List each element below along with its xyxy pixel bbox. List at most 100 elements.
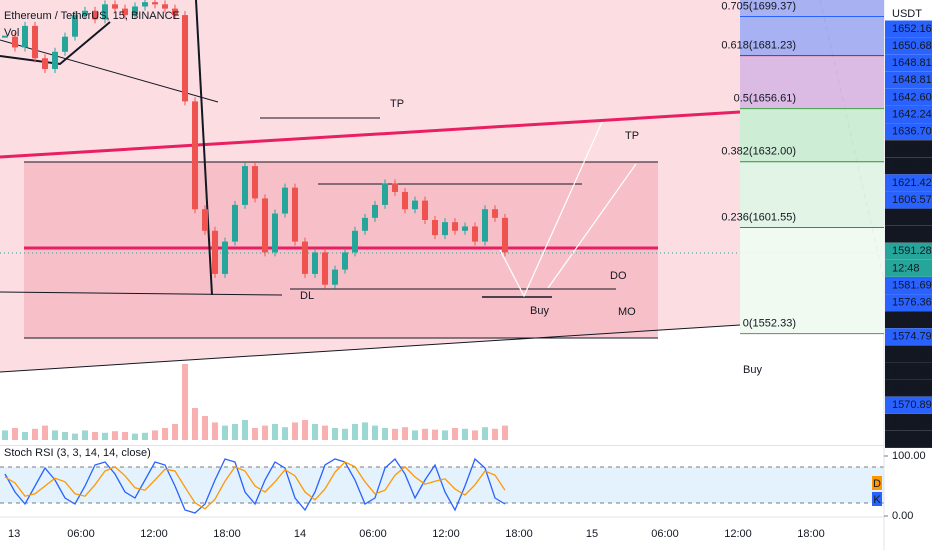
price-label: 1575.01	[892, 314, 932, 326]
time-label: 12:00	[432, 528, 460, 540]
legend-label: K	[873, 494, 881, 506]
price-label: 1652.16	[892, 23, 932, 35]
volume-bar	[312, 424, 318, 440]
candle-body	[402, 191, 408, 210]
candle-body	[162, 4, 168, 9]
candle-body	[182, 15, 188, 102]
volume-bar	[102, 432, 108, 440]
volume-bar	[292, 422, 298, 440]
price-label-bg	[885, 430, 932, 448]
price-label: 1621.42	[892, 177, 932, 189]
volume-bar	[432, 429, 438, 440]
fib-band	[740, 108, 884, 162]
price-label: 1570.83	[892, 433, 932, 445]
time-label: 06:00	[651, 528, 679, 540]
price-label: 1592.07	[892, 211, 932, 223]
price-label: 1606.57	[892, 194, 932, 206]
volume-bar	[142, 432, 148, 440]
fib-zone: 0.705(1699.37) 0.618(1681.23) 0.5(1656.61)…	[721, 0, 884, 335]
volume	[2, 364, 508, 440]
price-label: 1642.60	[892, 91, 932, 103]
annotation: Buy	[743, 364, 762, 376]
price-label-bg	[885, 140, 932, 158]
price-label-bg	[885, 37, 932, 55]
price-label-bg	[885, 345, 932, 363]
price-label-bg	[885, 396, 932, 414]
price-label-bg	[885, 242, 932, 260]
candle-body	[272, 213, 278, 253]
price-label-bg	[885, 54, 932, 72]
candle-body	[342, 252, 348, 270]
candle-body	[122, 8, 128, 16]
fib-band	[740, 0, 884, 56]
price-label-bg	[885, 191, 932, 209]
price-label-bg	[885, 277, 932, 294]
arrow	[195, 0, 213, 296]
volume-bar	[12, 428, 18, 440]
volume-bar	[442, 430, 448, 440]
candle-body	[412, 200, 418, 210]
stoch-line	[4, 457, 506, 514]
volume-bar	[342, 428, 348, 440]
chart-title: Ethereum / TetherUS, 15, BINANCE	[4, 10, 180, 22]
candle-body	[502, 217, 508, 253]
projection	[547, 163, 637, 289]
price-axis: 1652.16 1650.68 1648.81 1648.81 1642.60 1642.…	[885, 20, 932, 448]
price-label: 1623.12	[892, 160, 932, 172]
time-label: 06:00	[359, 528, 387, 540]
annotation: DO	[610, 270, 627, 282]
volume-bar	[42, 425, 48, 440]
volume-bar	[62, 432, 68, 440]
price-label: 1591.77	[892, 228, 932, 240]
legend-badge	[872, 492, 882, 506]
candle-body	[482, 209, 488, 242]
price-label: 1574.79	[892, 331, 932, 343]
candle-body	[102, 4, 108, 20]
fib-label: 0(1552.33)	[743, 318, 796, 330]
volume-bar	[372, 425, 378, 440]
candle-body	[452, 222, 458, 231]
volume-bar	[72, 433, 78, 440]
volume-bar	[212, 422, 218, 440]
volume-bar	[192, 408, 198, 440]
fib-band	[740, 161, 884, 228]
candle-body	[332, 269, 338, 285]
candle-body	[42, 58, 48, 70]
candle-body	[422, 200, 428, 220]
candle-body	[32, 25, 38, 59]
candle-body	[202, 209, 208, 231]
price-label-bg	[885, 123, 932, 141]
time-label: 18:00	[213, 528, 241, 540]
volume-bar	[272, 424, 278, 440]
price-label-bg	[885, 208, 932, 226]
pane-separator	[0, 445, 884, 446]
candle-body	[152, 2, 158, 5]
volume-bar	[422, 428, 428, 440]
volume-bar	[2, 430, 8, 440]
volume-bar	[502, 425, 508, 440]
candle-body	[382, 183, 388, 205]
price-label-bg	[885, 328, 932, 346]
arrow	[0, 21, 111, 66]
annotation: Buy	[530, 305, 549, 317]
fib-label: 0.236(1601.55)	[721, 211, 796, 223]
candle-body	[302, 241, 308, 274]
volume-bar	[402, 427, 408, 440]
volume-bar	[362, 422, 368, 440]
candle-body	[92, 10, 98, 20]
fib-label: 0.705(1699.37)	[721, 0, 796, 12]
candle-body	[282, 187, 288, 214]
candle-body	[212, 230, 218, 274]
volume-bar	[242, 420, 248, 440]
stoch-line	[4, 461, 506, 510]
time-label: 06:00	[67, 528, 95, 540]
volume-bar	[172, 424, 178, 440]
time-label: 18:00	[797, 528, 825, 540]
candle-body	[362, 217, 368, 231]
volume-bar	[452, 428, 458, 440]
projection	[499, 121, 603, 298]
volume-bar	[222, 425, 228, 440]
candle-body	[142, 2, 148, 7]
volume-bar	[22, 432, 28, 440]
price-label: 1581.69	[892, 279, 932, 291]
